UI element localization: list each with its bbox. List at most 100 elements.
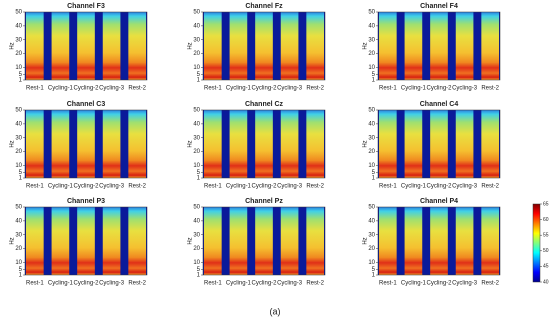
y-tick-label: 1	[19, 78, 23, 84]
y-tick-label: 1	[19, 176, 23, 182]
chart-title: Channel P3	[67, 198, 105, 205]
spectrogram-segment	[455, 12, 474, 80]
spectrogram-segment	[51, 12, 70, 80]
chart-title: Channel P4	[420, 198, 458, 205]
spectrogram-segment	[128, 207, 146, 275]
chart-title: Channel F3	[67, 3, 105, 10]
y-tick-label: 20	[368, 149, 375, 155]
x-tick-label: Cycling-2	[426, 86, 452, 92]
y-tick-label: 30	[368, 37, 375, 43]
x-tick-label: Rest-2	[481, 281, 499, 287]
x-tick-label: Cycling-3	[277, 86, 303, 92]
x-tick-label: Cycling-2	[426, 281, 452, 287]
x-tick-label: Rest-1	[204, 86, 222, 92]
x-tick-label: Cycling-3	[452, 281, 478, 287]
y-tick-label: 30	[15, 135, 22, 141]
chart-title: Channel Pz	[245, 198, 283, 205]
x-tick-label: Cycling-1	[401, 281, 427, 287]
spectrogram-segment	[229, 110, 248, 178]
spectrogram-segment	[51, 110, 70, 178]
y-tick-label: 30	[15, 37, 22, 43]
y-tick-label: 30	[368, 232, 375, 238]
y-tick-label: 50	[368, 10, 375, 16]
y-tick-label: 40	[193, 23, 200, 29]
colorbar-tick-label: 45	[543, 264, 549, 270]
colorbar-tick-label: 55	[543, 233, 549, 239]
y-tick-label: 40	[368, 218, 375, 224]
x-tick-label: Cycling-1	[401, 86, 427, 92]
y-tick-label: 50	[15, 205, 22, 211]
colorbar	[532, 203, 541, 283]
x-tick-label: Cycling-3	[452, 184, 478, 190]
spectrogram-segment	[128, 110, 146, 178]
spectrogram-segment	[430, 110, 448, 178]
y-tick-label: 50	[15, 108, 22, 114]
y-tick-label: 5	[372, 170, 376, 176]
x-tick-label: Rest-1	[26, 184, 44, 190]
y-tick-label: 10	[193, 163, 200, 169]
x-tick-label: Rest-2	[128, 281, 146, 287]
spectrogram-segment	[204, 110, 222, 178]
y-tick-label: 5	[197, 72, 201, 78]
spectrogram-segment	[102, 110, 121, 178]
x-tick-label: Rest-2	[306, 86, 324, 92]
y-tick-label: 20	[368, 246, 375, 252]
y-tick-label: 1	[372, 78, 376, 84]
spectrogram-segment	[51, 207, 70, 275]
spectrogram-segment	[26, 110, 44, 178]
y-tick-label: 1	[372, 176, 376, 182]
spectrogram-segment	[481, 110, 499, 178]
y-tick-label: 10	[15, 163, 22, 169]
x-tick-label: Rest-2	[481, 184, 499, 190]
x-tick-label: Rest-1	[26, 281, 44, 287]
y-axis-label: Hz	[188, 42, 194, 49]
x-tick-label: Cycling-2	[73, 86, 99, 92]
x-tick-label: Rest-1	[379, 86, 397, 92]
spectrogram-segment	[229, 207, 248, 275]
y-tick-label: 5	[19, 267, 23, 273]
spectrogram-segment	[455, 110, 474, 178]
chart-title: Channel F4	[420, 3, 458, 10]
spectrogram-segment	[77, 207, 95, 275]
spectrogram-segment	[255, 12, 273, 80]
y-tick-label: 5	[372, 267, 376, 273]
y-tick-label: 5	[372, 72, 376, 78]
y-tick-label: 1	[197, 176, 201, 182]
y-tick-label: 20	[193, 149, 200, 155]
x-tick-label: Cycling-3	[99, 184, 125, 190]
chart-title: Channel C3	[67, 101, 106, 108]
colorbar-tick-label: 65	[543, 201, 549, 207]
y-axis-label: Hz	[363, 237, 369, 244]
spectrogram-segment	[306, 110, 324, 178]
y-tick-label: 40	[15, 218, 22, 224]
y-tick-label: 10	[193, 260, 200, 266]
spectrogram-segment	[280, 207, 299, 275]
y-tick-label: 20	[15, 246, 22, 252]
x-tick-label: Cycling-1	[401, 184, 427, 190]
x-tick-label: Cycling-2	[426, 184, 452, 190]
plot-frame	[377, 11, 501, 81]
y-tick-label: 30	[368, 135, 375, 141]
spectrogram-segment	[77, 12, 95, 80]
spectrogram-segment	[404, 12, 423, 80]
spectrogram-segment	[481, 12, 499, 80]
x-tick-label: Cycling-3	[99, 86, 125, 92]
x-tick-label: Cycling-2	[251, 184, 277, 190]
x-tick-label: Rest-2	[128, 184, 146, 190]
spectrogram-segment	[379, 207, 397, 275]
y-tick-label: 50	[15, 10, 22, 16]
x-tick-label: Cycling-1	[226, 86, 252, 92]
y-tick-label: 30	[15, 232, 22, 238]
y-tick-label: 30	[193, 232, 200, 238]
x-tick-label: Rest-2	[481, 86, 499, 92]
y-tick-label: 10	[15, 260, 22, 266]
x-tick-label: Cycling-3	[277, 184, 303, 190]
y-tick-label: 40	[15, 121, 22, 127]
colorbar-tick-label: 40	[543, 279, 549, 285]
plot-frame	[377, 206, 501, 276]
x-tick-label: Cycling-1	[226, 281, 252, 287]
spectrogram-segment	[430, 12, 448, 80]
y-tick-label: 50	[193, 10, 200, 16]
x-tick-label: Cycling-3	[452, 86, 478, 92]
